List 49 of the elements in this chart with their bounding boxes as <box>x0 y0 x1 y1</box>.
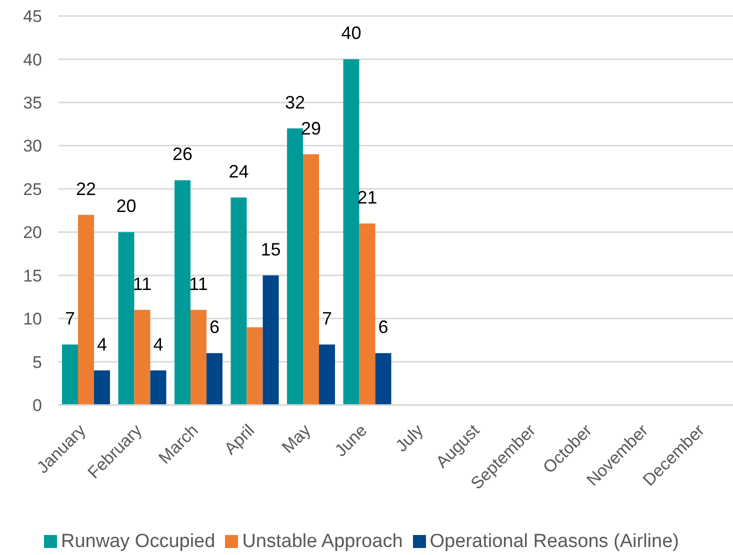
bar <box>303 154 319 405</box>
bar <box>134 310 150 405</box>
data-label: 22 <box>76 178 96 199</box>
x-tick-label: May <box>278 420 315 457</box>
y-tick-label: 0 <box>32 396 42 416</box>
data-label: 24 <box>228 162 249 182</box>
data-label: 7 <box>322 308 332 328</box>
data-label: 7 <box>64 308 76 328</box>
data-label: 15 <box>260 239 281 260</box>
y-tick-label: 5 <box>32 352 42 372</box>
data-label: 40 <box>341 23 362 44</box>
data-label: 4 <box>96 334 108 354</box>
bar <box>359 223 376 405</box>
legend-label: Runway Occupied <box>61 531 216 552</box>
bar <box>262 275 279 405</box>
data-label: 6 <box>378 317 388 338</box>
y-tick-label: 45 <box>23 7 42 26</box>
y-tick-label: 25 <box>23 180 42 199</box>
data-label: 11 <box>132 274 152 294</box>
bar <box>246 327 263 405</box>
data-label: 11 <box>189 274 208 294</box>
bar <box>230 198 247 405</box>
bar <box>375 353 392 405</box>
legend-label: Unstable Approach <box>242 531 403 552</box>
legend-label: Operational Reasons (Airline) <box>430 531 679 552</box>
bar <box>287 128 303 405</box>
y-tick-label: 40 <box>23 50 42 70</box>
bar <box>150 370 166 405</box>
bar <box>206 353 222 405</box>
data-label: 29 <box>300 118 322 138</box>
data-label: 32 <box>284 92 306 112</box>
data-label: 20 <box>116 196 136 216</box>
y-tick-label: 20 <box>23 223 42 242</box>
data-label: 4 <box>153 334 164 354</box>
y-tick-label: 35 <box>23 93 42 112</box>
y-tick-label: 30 <box>23 136 42 156</box>
bar <box>190 310 206 405</box>
data-label: 26 <box>172 144 193 164</box>
y-tick-label: 10 <box>23 310 42 329</box>
bar <box>174 180 190 405</box>
bar <box>78 214 94 405</box>
bar <box>62 344 78 405</box>
x-tick-label: July <box>392 420 428 456</box>
y-tick-label: 15 <box>23 266 42 286</box>
bar <box>118 232 134 405</box>
data-label: 6 <box>209 317 220 338</box>
bar <box>94 370 110 405</box>
bar <box>319 344 335 405</box>
bar <box>343 59 360 405</box>
